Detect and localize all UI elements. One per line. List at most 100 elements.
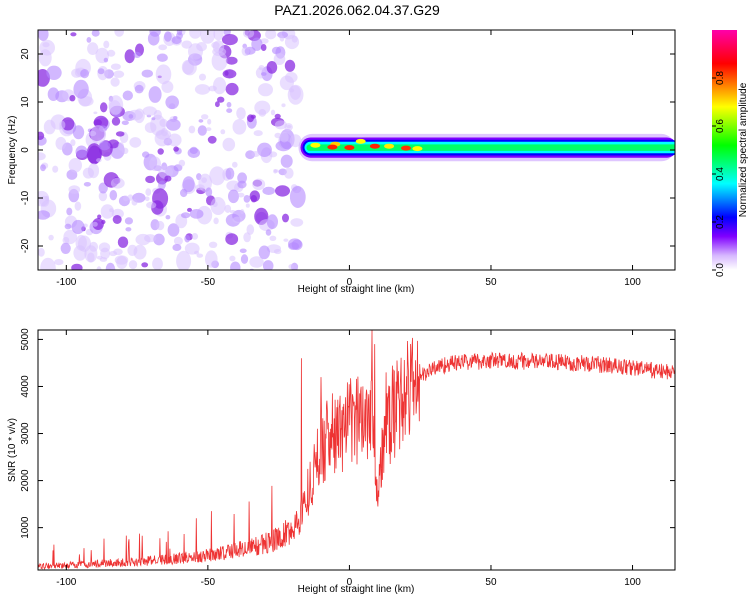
noise-blob: [113, 70, 125, 78]
snr-axes: -100 -50 0 50 100 1000 2000 3000 4000 5000: [20, 328, 675, 588]
noise-blob: [251, 37, 263, 51]
noise-blob: [196, 42, 208, 52]
noise-blob: [176, 30, 183, 36]
colorbar-tick-label: 0.8: [715, 71, 726, 85]
noise-blob: [232, 161, 238, 168]
noise-blob: [191, 233, 199, 240]
noise-blob: [164, 31, 172, 42]
y-tick-label: 5000: [20, 328, 31, 351]
noise-blob: [262, 186, 276, 195]
noise-blob: [228, 189, 239, 204]
signal-hotspot: [384, 143, 395, 149]
noise-blob: [279, 35, 285, 42]
noise-blob: [208, 241, 218, 248]
noise-blob: [291, 239, 303, 251]
noise-blob: [213, 217, 219, 225]
noise-blob: [173, 116, 178, 120]
noise-blob: [159, 118, 168, 127]
noise-blob: [60, 242, 71, 254]
noise-blob: [134, 108, 145, 124]
noise-blob: [142, 106, 157, 116]
colorbar-tick-label: 0.0: [715, 263, 726, 277]
signal-hotspot: [327, 144, 338, 150]
y-tick-label: 2000: [20, 469, 31, 492]
noise-blob: [260, 44, 267, 51]
noise-blob: [200, 30, 216, 44]
noise-blob: [55, 136, 67, 150]
noise-blob: [201, 114, 209, 120]
noise-blob: [213, 77, 227, 95]
noise-blob: [189, 30, 202, 39]
noise-blob: [97, 68, 105, 75]
noise-blob: [38, 49, 52, 67]
noise-blob: [68, 185, 81, 194]
noise-blob: [289, 186, 306, 208]
noise-blob: [189, 146, 198, 154]
noise-blob: [152, 188, 169, 209]
noise-blob: [96, 255, 103, 260]
noise-blob: [87, 42, 99, 55]
noise-blob: [211, 51, 228, 71]
y-tick-label: 3000: [20, 422, 31, 445]
signal-hotspot: [355, 138, 366, 144]
noise-blob: [164, 175, 172, 182]
noise-blob: [127, 244, 138, 256]
noise-blob: [258, 245, 270, 260]
noise-blob: [229, 210, 236, 214]
colorbar-gradient: [712, 30, 737, 270]
noise-blob: [158, 165, 173, 179]
noise-blob: [93, 119, 102, 127]
signal-hotspot: [412, 146, 423, 152]
noise-blob: [208, 85, 217, 92]
noise-blob: [245, 203, 250, 208]
noise-blob: [275, 185, 290, 197]
x-tick-label: 50: [485, 277, 497, 288]
noise-blob: [180, 188, 188, 198]
noise-blob: [274, 132, 282, 139]
noise-blob: [109, 190, 118, 201]
noise-blob: [70, 139, 76, 147]
noise-blob: [273, 53, 286, 65]
noise-blob: [149, 30, 161, 37]
noise-blob: [59, 120, 66, 130]
noise-blob: [257, 142, 272, 157]
noise-blob: [243, 232, 251, 243]
noise-blob: [167, 133, 182, 147]
noise-blob: [70, 32, 77, 37]
noise-blob: [71, 219, 85, 235]
noise-blob: [197, 125, 207, 136]
noise-blob: [117, 236, 129, 248]
noise-blob: [273, 169, 279, 173]
noise-blob: [225, 82, 239, 96]
noise-blob: [225, 56, 238, 65]
y-tick-label: 1000: [20, 516, 31, 539]
noise-blob: [212, 40, 225, 54]
noise-blob: [62, 236, 70, 244]
noise-blob: [258, 65, 265, 71]
noise-blob: [274, 120, 287, 130]
noise-blob: [262, 260, 274, 270]
noise-blob: [98, 191, 108, 202]
noise-blob: [251, 151, 260, 157]
noise-blob: [156, 53, 168, 62]
noise-blob: [249, 256, 264, 268]
noise-blob: [131, 199, 138, 206]
noise-blob: [237, 180, 247, 189]
noise-blob: [184, 242, 200, 255]
colorbar-ticks: 0.0 0.2 0.4 0.6 0.8: [712, 71, 726, 277]
colorbar-tick-label: 0.6: [715, 119, 726, 133]
noise-blob: [124, 49, 135, 64]
noise-blob: [114, 30, 124, 37]
noise-blob: [110, 63, 121, 70]
noise-blob: [226, 108, 233, 113]
noise-blob: [144, 122, 157, 133]
x-tick-label: 100: [624, 277, 641, 288]
spectrogram-image: [38, 30, 675, 270]
y-tick-label: -20: [20, 238, 31, 253]
noise-blob: [279, 75, 294, 91]
noise-blob: [239, 248, 247, 254]
noise-blob: [226, 101, 232, 108]
noise-blob: [230, 261, 241, 270]
y-tick-label: 0: [20, 147, 31, 153]
